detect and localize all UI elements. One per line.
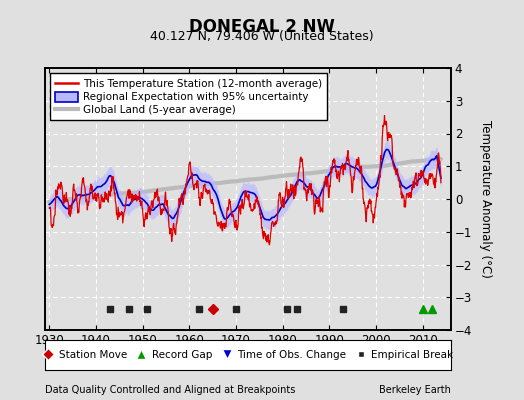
Legend: Station Move, Record Gap, Time of Obs. Change, Empirical Break: Station Move, Record Gap, Time of Obs. C… bbox=[39, 347, 456, 363]
Y-axis label: Temperature Anomaly (°C): Temperature Anomaly (°C) bbox=[479, 120, 492, 278]
Text: Berkeley Earth: Berkeley Earth bbox=[379, 385, 451, 395]
Text: DONEGAL 2 NW: DONEGAL 2 NW bbox=[189, 18, 335, 36]
Text: Data Quality Controlled and Aligned at Breakpoints: Data Quality Controlled and Aligned at B… bbox=[45, 385, 295, 395]
Text: 40.127 N, 79.406 W (United States): 40.127 N, 79.406 W (United States) bbox=[150, 30, 374, 43]
Legend: This Temperature Station (12-month average), Regional Expectation with 95% uncer: This Temperature Station (12-month avera… bbox=[50, 73, 328, 120]
